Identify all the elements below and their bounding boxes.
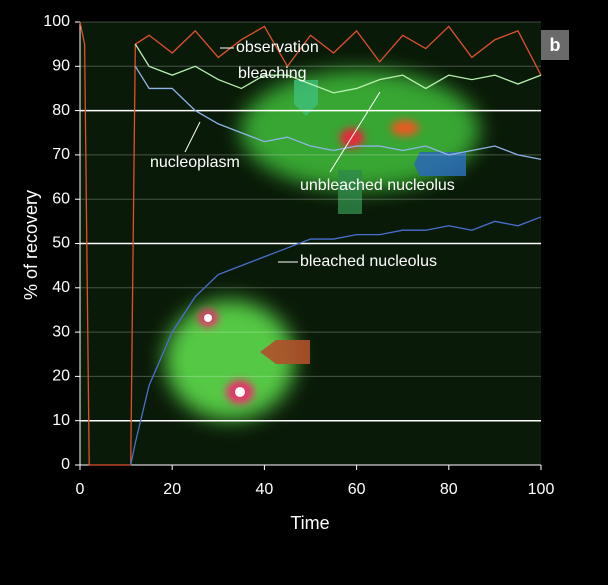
annotation: observation — [236, 39, 319, 56]
chart: b Time % of recovery 0 10 20 30 40 50 60 70 80 90… — [0, 0, 608, 585]
y-tick-label: 80 — [52, 102, 70, 119]
panel-label: b — [550, 35, 561, 55]
annotation: nucleoplasm — [150, 154, 240, 171]
annotation: bleached nucleolus — [300, 253, 437, 270]
x-tick-label: 40 — [256, 481, 274, 498]
y-tick-label: 100 — [43, 13, 70, 30]
y-tick-label: 40 — [52, 279, 70, 296]
x-tick-label: 60 — [348, 481, 366, 498]
annotation: unbleached nucleolus — [300, 177, 455, 194]
x-tick-label: 0 — [76, 481, 85, 498]
y-axis-title: % of recovery — [21, 190, 41, 300]
annotation: bleaching — [238, 65, 307, 82]
y-tick-label: 10 — [52, 412, 70, 429]
x-tick-label: 20 — [163, 481, 181, 498]
y-tick-label: 30 — [52, 323, 70, 340]
y-tick-label: 0 — [61, 456, 70, 473]
y-tick-label: 70 — [52, 146, 70, 163]
x-tick-label: 100 — [528, 481, 555, 498]
x-tick-label: 80 — [440, 481, 458, 498]
y-tick-label: 60 — [52, 190, 70, 207]
y-tick-label: 50 — [52, 235, 70, 252]
y-tick-label: 90 — [52, 58, 70, 75]
y-tick-label: 20 — [52, 368, 70, 385]
x-axis-title: Time — [290, 513, 329, 533]
